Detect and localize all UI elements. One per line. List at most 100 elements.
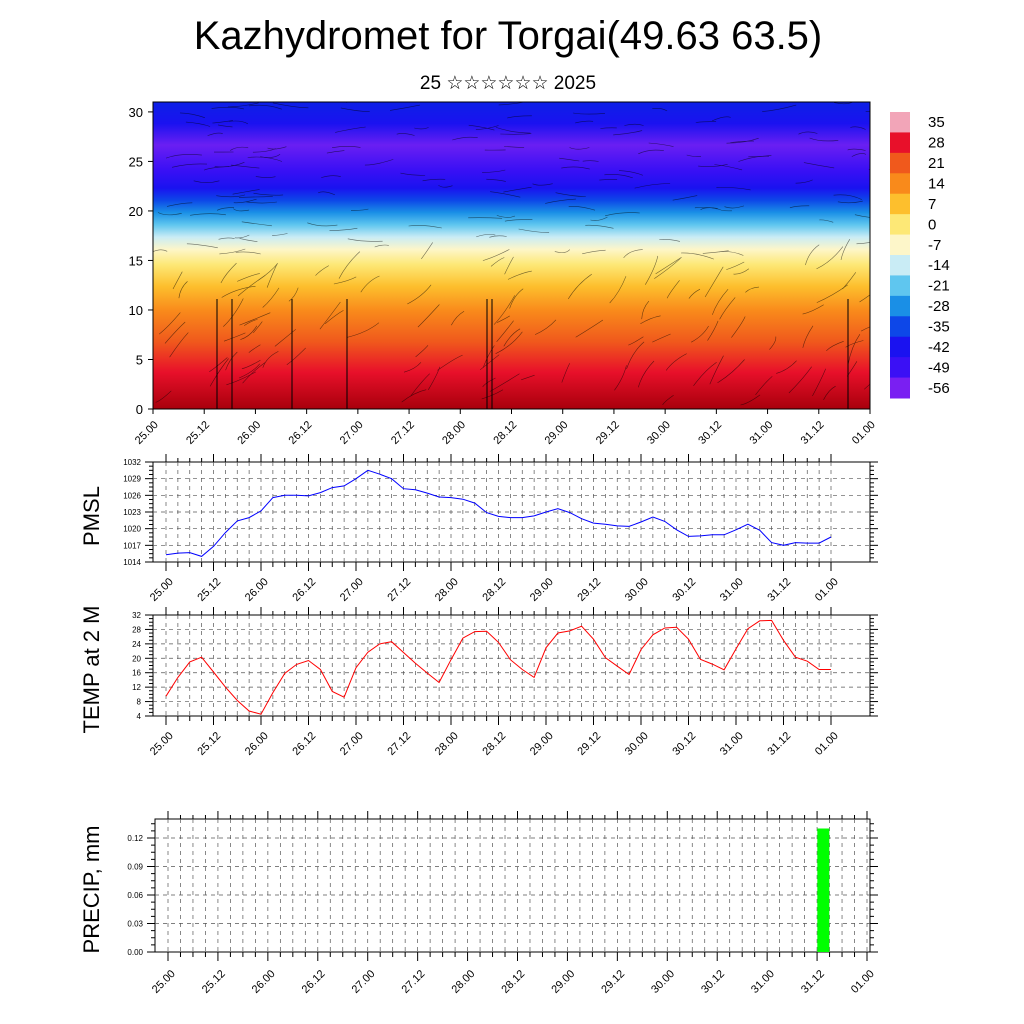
wind-streamline <box>218 237 235 240</box>
wind-streamline <box>585 224 614 229</box>
wind-streamline <box>717 359 745 384</box>
wind-streamline <box>498 102 526 106</box>
wind-streamline <box>428 366 441 390</box>
x-tick-label: 28.00 <box>433 576 461 604</box>
wind-streamline <box>789 205 810 209</box>
wind-streamline <box>738 155 769 162</box>
wind-streamline <box>652 107 668 112</box>
colorbar-label: 7 <box>928 196 936 213</box>
wind-streamline <box>235 251 261 255</box>
wind-streamline <box>468 124 495 131</box>
wind-streamline <box>809 137 839 142</box>
colorbar-swatch <box>890 336 910 358</box>
x-tick-label: 31.00 <box>718 730 746 758</box>
wind-streamline <box>260 153 281 158</box>
colorbar-swatch <box>890 112 910 133</box>
y-tick-label: 0.09 <box>127 863 143 872</box>
wind-streamline <box>216 207 235 211</box>
x-tick-label: 01.00 <box>849 968 877 996</box>
wind-streamline <box>364 159 394 166</box>
wind-streamline <box>711 116 731 122</box>
x-tick-label: 25.00 <box>148 576 176 604</box>
wind-streamline <box>178 281 188 299</box>
wind-streamline <box>288 287 299 302</box>
colorbar-swatch <box>890 173 910 195</box>
wind-streamline <box>693 362 717 386</box>
wind-streamline <box>500 133 532 135</box>
wind-streamline <box>493 295 516 325</box>
colorbar-label: -49 <box>928 359 950 376</box>
wind-streamline <box>860 326 870 332</box>
wind-streamline <box>856 242 870 245</box>
wind-streamline <box>504 256 514 275</box>
wind-streamline <box>776 360 797 374</box>
wind-streamline <box>851 153 867 157</box>
y-tick-label: 30 <box>129 105 143 120</box>
wind-streamline <box>217 124 233 128</box>
wind-streamline <box>638 149 664 155</box>
y-tick-label: 1017 <box>123 541 141 550</box>
wind-streamline <box>415 345 429 358</box>
wind-streamline <box>726 137 759 144</box>
wind-streamline <box>534 319 557 335</box>
wind-streamline <box>241 359 261 369</box>
wind-streamline <box>209 358 229 387</box>
wind-streamline <box>338 251 361 279</box>
wind-streamline <box>745 286 760 293</box>
wind-streamline <box>652 333 671 343</box>
wind-streamline <box>324 310 344 325</box>
wind-streamline <box>707 320 719 341</box>
wind-streamline <box>507 115 532 119</box>
wind-streamline <box>389 104 420 111</box>
wind-streamline <box>521 374 535 381</box>
wind-streamline <box>230 164 260 169</box>
colorbar-label: 14 <box>928 176 945 193</box>
wind-streamline <box>317 191 336 196</box>
wind-streamline <box>407 284 432 305</box>
x-tick-label: 27.00 <box>338 576 366 604</box>
wind-streamline <box>223 332 246 342</box>
wind-streamline <box>854 214 870 218</box>
wind-streamline <box>731 316 746 338</box>
wind-streamline <box>242 362 266 384</box>
wind-streamline <box>253 192 284 196</box>
wind-streamline <box>266 263 278 288</box>
wind-streamline <box>504 146 525 148</box>
colorbar-swatch <box>890 214 910 236</box>
wind-streamline <box>437 354 463 371</box>
wind-streamline <box>704 266 724 298</box>
wind-streamline <box>214 162 245 168</box>
panel-frame <box>152 614 871 717</box>
x-tick-label: 31.12 <box>799 419 827 447</box>
x-tick-label: 01.00 <box>850 419 878 447</box>
chart-title: Kazhydromet for Torgai(49.63 63.5) <box>193 14 823 58</box>
colorbar-label: 21 <box>928 155 945 172</box>
y-tick-label: 0.12 <box>127 834 143 843</box>
x-tick-label: 29.12 <box>575 576 603 604</box>
wind-streamline <box>798 131 818 135</box>
wind-streamline <box>582 160 599 162</box>
x-tick-label: 29.12 <box>575 730 603 758</box>
y-tick-label: 20 <box>129 204 143 219</box>
wind-streamline <box>333 276 357 285</box>
x-tick-label: 26.12 <box>287 419 315 447</box>
wind-streamline <box>837 200 863 204</box>
x-tick-label: 27.12 <box>385 576 413 604</box>
x-tick-label: 31.12 <box>799 968 827 996</box>
wind-streamline <box>267 146 287 150</box>
wind-streamline <box>740 394 761 406</box>
y-tick-label: 28 <box>132 625 141 634</box>
wind-streamline <box>719 251 744 256</box>
wind-streamline <box>733 268 750 275</box>
wind-streamline <box>655 257 682 275</box>
colorbar-swatch <box>890 255 910 276</box>
wind-streamline <box>212 120 234 124</box>
wind-streamline <box>326 150 345 154</box>
wind-streamline <box>504 219 533 222</box>
x-tick-label: 29.00 <box>549 968 577 996</box>
wind-streamline <box>634 183 671 189</box>
wind-streamline <box>335 126 366 133</box>
wind-streamline <box>332 146 361 148</box>
wind-streamline <box>561 363 570 383</box>
